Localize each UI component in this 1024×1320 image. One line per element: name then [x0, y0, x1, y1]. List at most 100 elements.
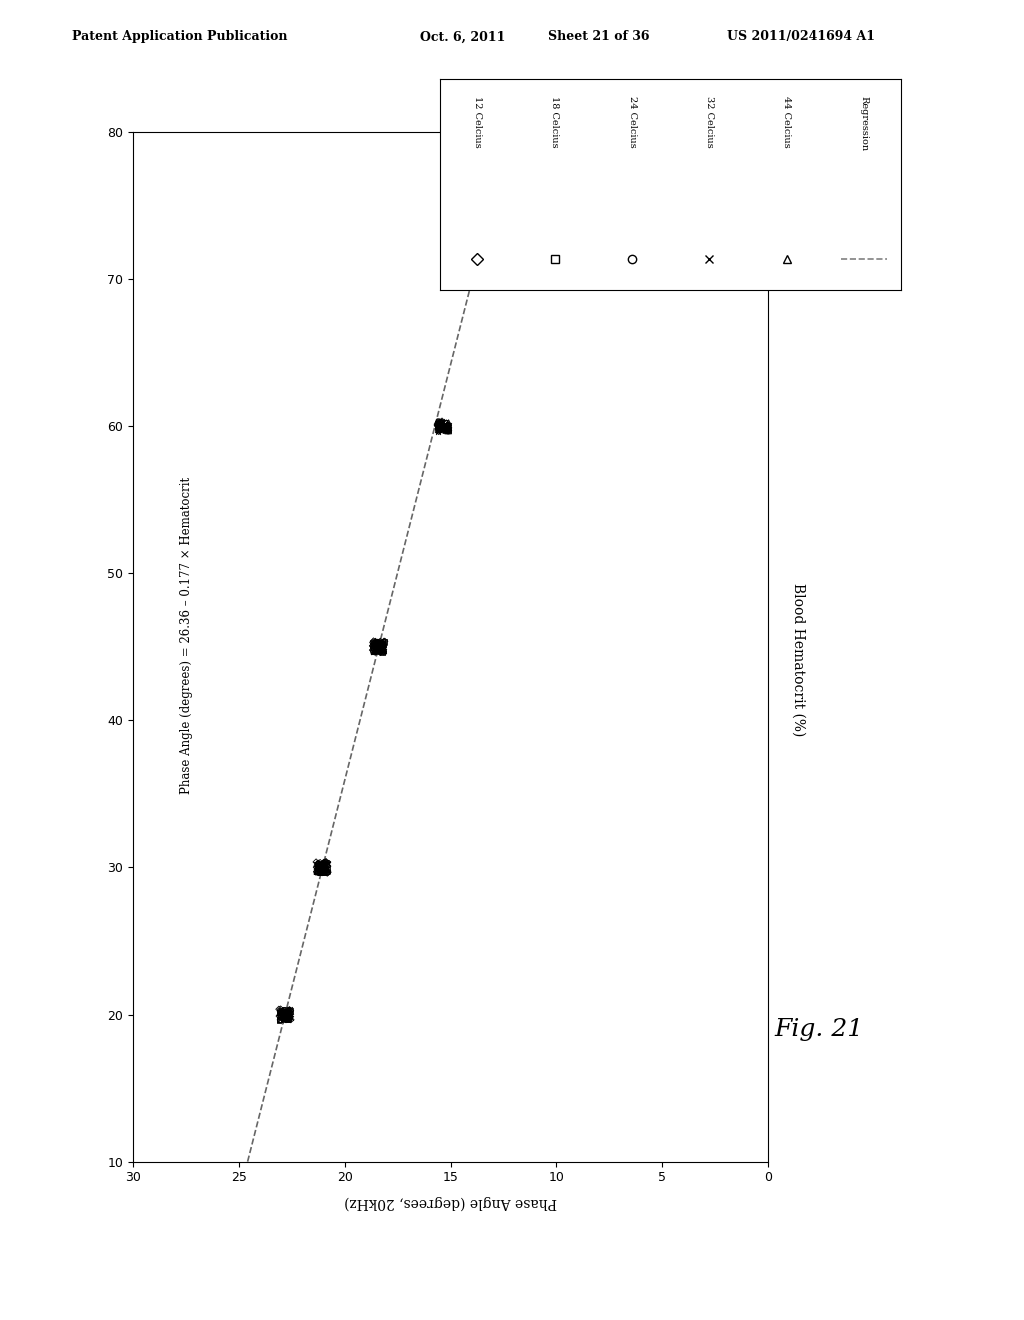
Point [271, 1002, 288, 1023]
Point [366, 632, 382, 653]
Point [486, 271, 503, 292]
Point [482, 268, 499, 289]
Point [432, 416, 449, 437]
Point [282, 1007, 298, 1028]
Point [317, 851, 334, 873]
Point [309, 853, 326, 874]
Point [283, 1003, 299, 1024]
Text: US 2011/0241694 A1: US 2011/0241694 A1 [727, 30, 876, 44]
Point [365, 639, 381, 660]
Point [439, 420, 456, 441]
Point [372, 638, 388, 659]
Point [485, 267, 502, 288]
Point [375, 642, 391, 663]
Point [313, 858, 330, 879]
Point [365, 635, 381, 656]
Point [283, 1001, 299, 1022]
Point [315, 858, 332, 879]
Point [485, 264, 502, 285]
Point [439, 418, 456, 440]
Point [434, 416, 451, 437]
Point [365, 632, 381, 653]
Point [367, 632, 383, 653]
Point [433, 412, 450, 433]
Point [432, 417, 449, 438]
Point [272, 1006, 289, 1027]
Point [435, 412, 452, 433]
Point [432, 411, 449, 432]
Point [440, 420, 457, 441]
Point [478, 268, 495, 289]
Point [276, 1005, 293, 1026]
Point [271, 1006, 288, 1027]
Point [319, 858, 336, 879]
Point [271, 1002, 288, 1023]
Point [435, 414, 452, 436]
Point [280, 999, 296, 1020]
Point [485, 267, 502, 288]
Point [276, 1008, 293, 1030]
Point [280, 1006, 296, 1027]
Point [315, 862, 332, 883]
Point [316, 857, 333, 878]
Point [478, 269, 495, 290]
Point [279, 1006, 295, 1027]
Point [429, 420, 445, 441]
Point [366, 631, 382, 652]
Point [371, 638, 387, 659]
Point [371, 634, 387, 655]
Point [483, 263, 500, 284]
Point [439, 418, 456, 440]
Point [437, 417, 454, 438]
Point [319, 859, 336, 880]
Point [280, 1008, 296, 1030]
Point [438, 420, 455, 441]
Point [479, 265, 496, 286]
Point [440, 414, 457, 436]
Point [487, 265, 504, 286]
Point [314, 861, 331, 882]
Point [312, 862, 329, 883]
Point [376, 642, 392, 663]
Point [318, 862, 335, 883]
Point [308, 862, 325, 883]
Point [283, 1006, 299, 1027]
Point [274, 1001, 291, 1022]
Point [374, 638, 390, 659]
Text: Blood Hematocrit (%): Blood Hematocrit (%) [792, 583, 806, 737]
Point [480, 271, 497, 292]
Point [479, 263, 496, 284]
Point [319, 858, 336, 879]
Point [276, 1007, 293, 1028]
Point [282, 999, 298, 1020]
Point [274, 1002, 291, 1023]
Point [481, 263, 498, 284]
Point [440, 412, 457, 433]
Point [431, 416, 447, 437]
Point [485, 271, 502, 292]
Point [376, 631, 392, 652]
Point [483, 267, 500, 288]
Point [429, 414, 445, 436]
Point [371, 631, 387, 652]
Point [375, 642, 391, 663]
Point [309, 855, 326, 876]
Point [315, 857, 332, 878]
Point [276, 1005, 293, 1026]
Point [439, 413, 456, 434]
Point [374, 638, 390, 659]
Point [370, 632, 386, 653]
Point [371, 632, 387, 653]
Point [365, 632, 381, 653]
Point [441, 416, 458, 437]
Point [431, 413, 447, 434]
Point [486, 263, 503, 284]
Point [272, 1010, 289, 1031]
Point [366, 634, 382, 655]
Point [275, 999, 292, 1020]
Point [279, 1002, 295, 1023]
Point [310, 854, 327, 875]
Point [310, 858, 327, 879]
Point [270, 1002, 287, 1023]
Point [316, 854, 333, 875]
